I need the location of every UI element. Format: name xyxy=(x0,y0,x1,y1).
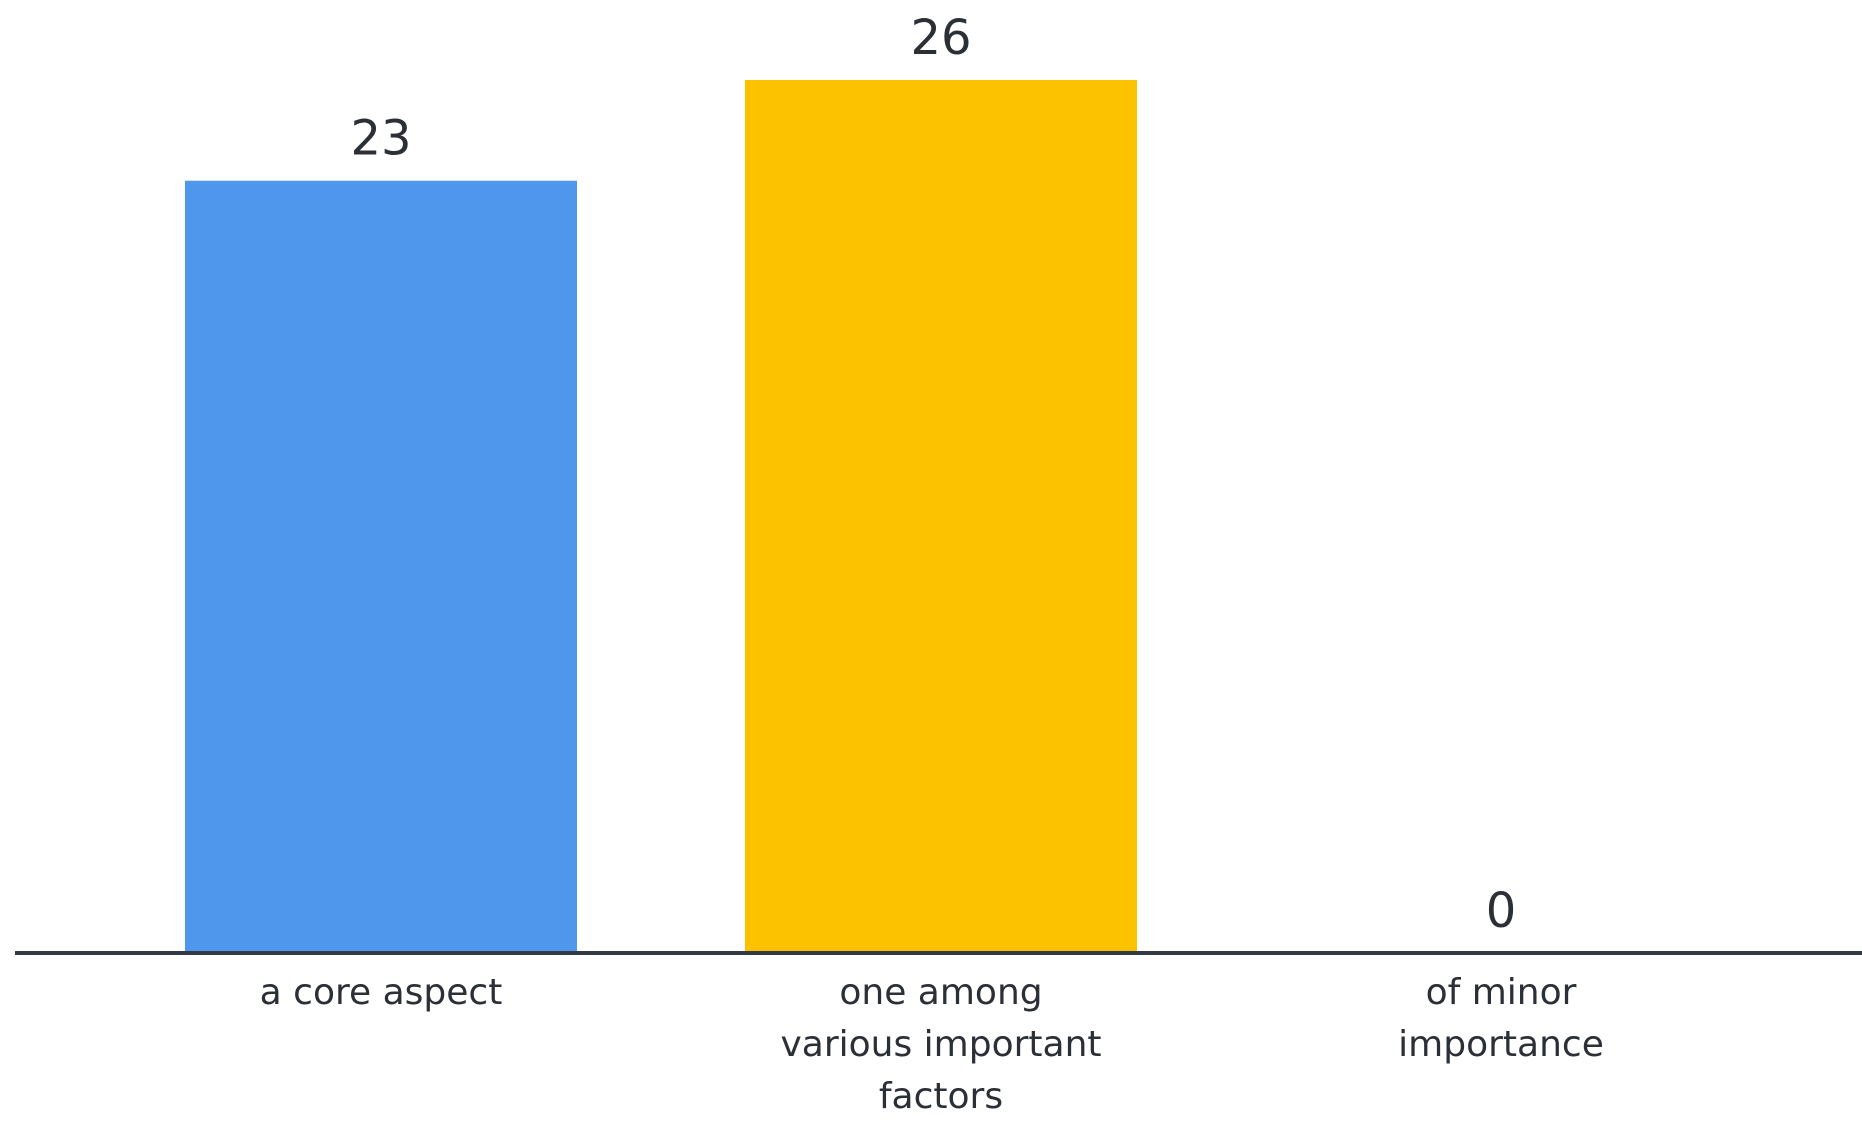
bar-2 xyxy=(745,80,1137,953)
category-label-line: factors xyxy=(879,1076,1003,1117)
value-labels-group: 23 26 0 xyxy=(350,10,1516,939)
category-label-2: one among various important factors xyxy=(780,972,1101,1117)
value-label-1: 23 xyxy=(350,111,411,167)
category-label-line: of minor xyxy=(1426,972,1577,1013)
bars-group xyxy=(185,80,1137,953)
category-label-line: various important xyxy=(780,1024,1101,1065)
value-label-2: 26 xyxy=(910,10,971,66)
bar-1 xyxy=(185,180,577,953)
category-label-line: a core aspect xyxy=(260,972,503,1013)
value-label-3: 0 xyxy=(1486,883,1517,939)
category-label-line: one among xyxy=(839,972,1042,1013)
category-labels-group: a core aspect one among various important f… xyxy=(260,972,1604,1117)
category-label-1: a core aspect xyxy=(260,972,503,1013)
category-label-3: of minor importance xyxy=(1398,972,1604,1065)
category-label-line: importance xyxy=(1398,1024,1604,1065)
